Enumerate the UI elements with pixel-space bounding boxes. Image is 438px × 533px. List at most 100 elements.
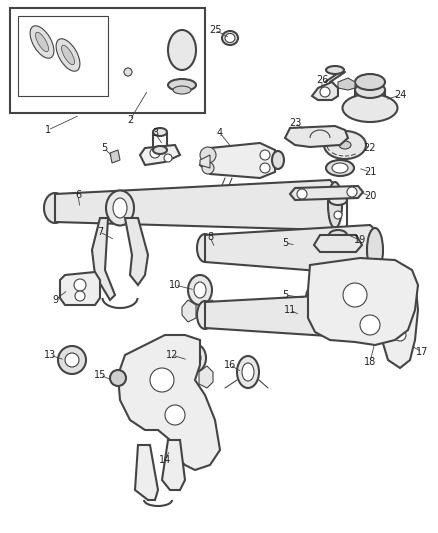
Ellipse shape xyxy=(189,351,201,366)
Circle shape xyxy=(65,353,79,367)
Text: 24: 24 xyxy=(394,90,406,100)
Circle shape xyxy=(110,370,126,386)
Circle shape xyxy=(260,150,270,160)
Ellipse shape xyxy=(242,363,254,381)
Text: 17: 17 xyxy=(416,347,428,357)
Polygon shape xyxy=(318,132,332,144)
Ellipse shape xyxy=(343,94,398,122)
Ellipse shape xyxy=(222,31,238,45)
Bar xyxy=(10,8,205,113)
Ellipse shape xyxy=(153,128,167,136)
Ellipse shape xyxy=(194,282,206,298)
Ellipse shape xyxy=(168,79,196,91)
Ellipse shape xyxy=(44,193,66,223)
Ellipse shape xyxy=(197,234,213,262)
Ellipse shape xyxy=(294,234,302,256)
Polygon shape xyxy=(177,366,191,388)
Text: 23: 23 xyxy=(289,118,301,128)
Polygon shape xyxy=(200,155,210,168)
Ellipse shape xyxy=(225,34,235,43)
Polygon shape xyxy=(118,335,220,470)
Text: 10: 10 xyxy=(169,280,181,290)
Ellipse shape xyxy=(173,86,191,94)
Circle shape xyxy=(334,211,342,219)
Circle shape xyxy=(164,154,172,162)
Text: 3: 3 xyxy=(152,128,158,138)
Polygon shape xyxy=(204,300,218,322)
Text: 12: 12 xyxy=(166,350,178,360)
Circle shape xyxy=(58,346,86,374)
Circle shape xyxy=(150,148,160,158)
Polygon shape xyxy=(205,292,398,340)
Circle shape xyxy=(347,187,357,197)
Text: 5: 5 xyxy=(101,143,107,153)
Circle shape xyxy=(394,299,406,311)
Ellipse shape xyxy=(328,182,342,228)
Text: 9: 9 xyxy=(52,295,58,305)
Text: 25: 25 xyxy=(209,25,221,35)
Circle shape xyxy=(165,405,185,425)
Ellipse shape xyxy=(367,228,383,272)
Polygon shape xyxy=(125,218,148,285)
Ellipse shape xyxy=(56,39,80,71)
Circle shape xyxy=(343,283,367,307)
Polygon shape xyxy=(199,366,213,388)
Ellipse shape xyxy=(326,160,354,176)
Ellipse shape xyxy=(113,198,127,218)
Circle shape xyxy=(75,291,85,301)
Circle shape xyxy=(150,368,174,392)
Text: 4: 4 xyxy=(217,128,223,138)
Circle shape xyxy=(394,329,406,341)
Ellipse shape xyxy=(387,293,403,337)
Bar xyxy=(18,16,108,96)
Polygon shape xyxy=(55,180,335,230)
Text: 21: 21 xyxy=(364,167,376,177)
Text: 13: 13 xyxy=(44,350,56,360)
Ellipse shape xyxy=(329,230,347,240)
Text: 2: 2 xyxy=(127,115,133,125)
Text: 20: 20 xyxy=(364,191,376,201)
Ellipse shape xyxy=(272,151,284,169)
Circle shape xyxy=(124,68,132,76)
Text: 14: 14 xyxy=(159,455,171,465)
Text: 5: 5 xyxy=(282,290,288,300)
Circle shape xyxy=(74,279,86,291)
Circle shape xyxy=(297,189,307,199)
Ellipse shape xyxy=(329,195,347,205)
Text: 1: 1 xyxy=(45,125,51,135)
Circle shape xyxy=(202,162,214,174)
Text: 8: 8 xyxy=(207,232,213,242)
Ellipse shape xyxy=(355,82,385,98)
Text: 19: 19 xyxy=(354,235,366,245)
Ellipse shape xyxy=(324,131,366,159)
Ellipse shape xyxy=(61,45,74,64)
Polygon shape xyxy=(200,143,275,178)
Polygon shape xyxy=(110,150,120,163)
Text: 6: 6 xyxy=(75,190,81,200)
Ellipse shape xyxy=(30,26,54,58)
Polygon shape xyxy=(285,126,348,147)
Ellipse shape xyxy=(197,301,213,329)
Text: 5: 5 xyxy=(282,238,288,248)
Polygon shape xyxy=(290,186,363,200)
Polygon shape xyxy=(140,145,180,165)
Polygon shape xyxy=(308,258,418,345)
Polygon shape xyxy=(380,275,418,368)
Ellipse shape xyxy=(188,275,212,305)
Ellipse shape xyxy=(153,146,167,154)
Circle shape xyxy=(260,163,270,173)
Polygon shape xyxy=(60,272,100,305)
Text: 16: 16 xyxy=(224,360,236,370)
Text: 18: 18 xyxy=(364,357,376,367)
Polygon shape xyxy=(135,445,158,500)
Polygon shape xyxy=(312,82,338,100)
Circle shape xyxy=(200,147,216,163)
Ellipse shape xyxy=(326,66,344,74)
Text: 22: 22 xyxy=(364,143,376,153)
Ellipse shape xyxy=(332,163,348,173)
Polygon shape xyxy=(314,235,362,252)
Circle shape xyxy=(320,87,330,97)
Ellipse shape xyxy=(306,289,314,307)
Ellipse shape xyxy=(168,30,196,70)
Polygon shape xyxy=(92,218,115,300)
